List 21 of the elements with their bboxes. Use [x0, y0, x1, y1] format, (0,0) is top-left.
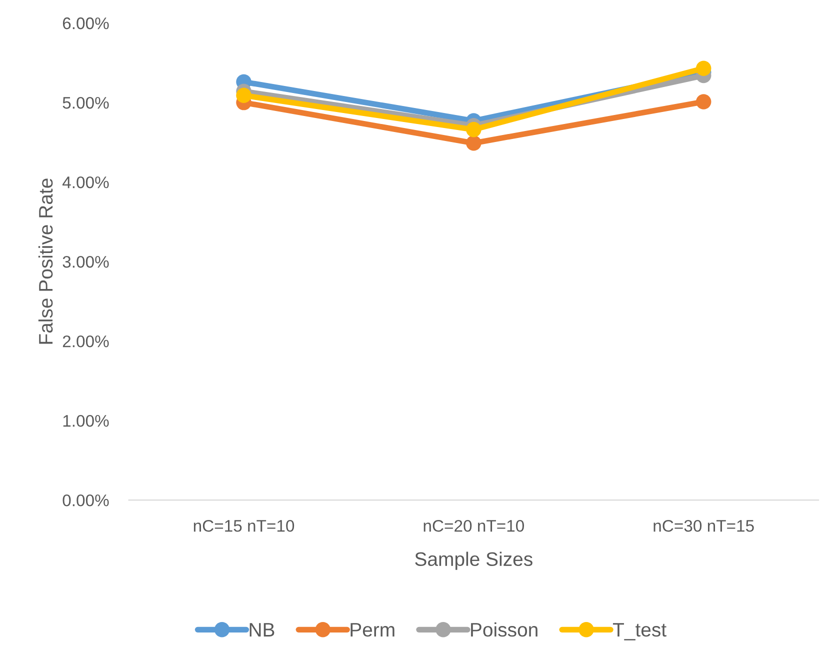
legend-label: NB: [250, 623, 274, 636]
y-tick-label: 0.00%: [62, 494, 109, 506]
x-axis-title: Sample Sizes: [415, 552, 532, 570]
x-tick-label: nC=15 nT=10: [194, 520, 294, 532]
y-tick-label: 2.00%: [62, 335, 109, 348]
point: [236, 88, 252, 104]
x-tick-label: nC=30 nT=15: [654, 520, 754, 532]
y-axis-title: False Positive Rate: [38, 178, 53, 344]
y-tick-label: 6.00%: [62, 17, 109, 30]
y-tick-label: 3.00%: [62, 256, 109, 268]
legend-label: Poisson: [471, 622, 538, 637]
point: [466, 135, 482, 151]
legend-label: T_test: [612, 623, 666, 640]
y-tick-label: 4.00%: [62, 176, 109, 188]
point: [696, 60, 712, 76]
legend-label: Perm: [350, 623, 394, 637]
x-tick-label: nC=20 nT=10: [424, 520, 524, 532]
y-tick-label: 5.00%: [62, 96, 109, 109]
y-tick-label: 1.00%: [63, 414, 109, 427]
point: [696, 94, 712, 110]
point: [466, 122, 482, 138]
